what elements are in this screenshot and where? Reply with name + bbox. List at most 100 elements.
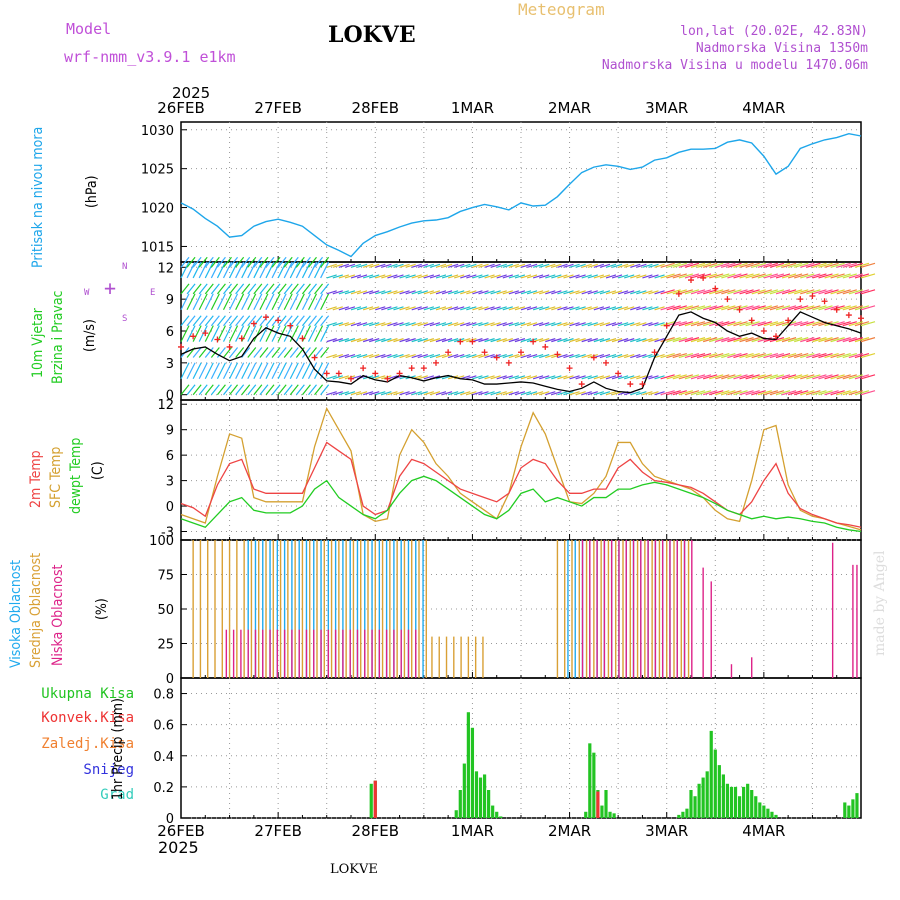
wind-barb [186,315,196,327]
wind-barb [702,374,718,380]
wind-barb [666,289,681,295]
wind-barb [630,391,641,396]
wind-barb [684,352,700,359]
wind-barb [848,289,864,295]
top-tick-label: 4MAR [742,99,786,117]
wind-barb [660,390,675,396]
wind-barb [417,322,428,327]
wind-barb [472,263,483,268]
wind-barb [393,290,404,295]
precip-total-bar [725,783,730,818]
wind-barb [490,274,501,279]
wind-barb [605,353,617,359]
wind-barb [557,263,568,268]
wind-barb [223,384,232,396]
wind-barb [709,337,724,343]
wind-barb [830,352,845,359]
wind-barb [800,337,815,343]
wind-barb [727,337,742,343]
wind-barb [326,306,337,311]
wind-gust-marker [335,370,342,377]
wind-barb [654,391,665,396]
wind-barb [702,305,718,311]
wind-barb [344,306,356,311]
y-tick-label-temperature: 9 [166,424,174,439]
wind-barb [332,338,343,343]
wind-gust-marker [603,359,609,366]
wind-barb [381,263,392,268]
wind-barb [216,384,226,396]
wind-gust-marker [457,338,464,345]
wind-barb [411,290,422,295]
wind-barb [702,337,718,343]
wind-barb [787,262,803,268]
wind-barb [429,353,441,359]
wind-barb [794,390,809,396]
wind-barbs-group [180,256,876,396]
wind-barb [702,390,718,396]
wind-barb [253,293,263,311]
wind-barb [235,283,245,295]
wind-barb [502,263,513,268]
wind-gust-marker [651,349,658,356]
wind-barb [350,306,362,311]
wind-barb [508,338,520,343]
wind-barb [283,283,293,295]
wind-barb [812,262,827,268]
wind-barb [551,274,562,279]
wind-barb [715,273,730,279]
wind-barb [587,353,598,359]
wind-barb [763,273,779,279]
wind-barb [344,322,356,327]
y-tick-label-pressure: 1030 [141,124,174,139]
wind-barb [563,290,574,295]
wind-barb [569,306,580,311]
wind-barb [551,322,562,327]
wind-barb [235,347,245,358]
wind-barb [466,263,477,268]
wind-barb [466,274,477,279]
wind-barb [539,290,550,295]
wind-barb [393,322,404,327]
wind-barb [229,293,239,311]
wind-barb [301,384,311,396]
wind-barb [423,391,435,396]
wind-barb [192,362,202,380]
wind-barb [223,315,232,327]
precip-total-bar [681,811,685,818]
wind-barb [715,374,730,380]
wind-barb [332,353,343,359]
wind-barb [684,305,700,311]
wind-barb [180,362,190,380]
wind-barb [447,306,459,311]
wind-barb [557,353,568,359]
wind-barb [751,321,766,327]
wind-barb [721,289,736,295]
wind-barb [818,305,833,311]
wind-barb [569,263,580,268]
wind-barb [338,391,350,396]
wind-barb [848,321,864,327]
wind-barb [648,306,659,311]
wind-barb [660,273,675,279]
wind-barb [666,262,681,268]
wind-barb [551,375,562,380]
wind-barb [642,274,653,279]
y-tick-label-pressure: 1015 [141,240,174,255]
wind-barb [277,261,287,279]
wind-barb [381,391,392,396]
wind-barb [289,384,299,396]
wind-barb [575,322,586,327]
wind-barb [356,290,368,295]
wind-barb [186,362,196,380]
wind-barb [709,273,724,279]
wind-barb [478,391,489,396]
wind-barb [654,306,665,311]
wind-gust-marker [372,370,379,377]
wind-barb [289,293,299,311]
wind-barb [429,274,441,279]
wind-barb [709,390,724,396]
wind-barb [247,347,257,358]
wind-barb [502,338,513,343]
wind-barb [836,321,851,327]
